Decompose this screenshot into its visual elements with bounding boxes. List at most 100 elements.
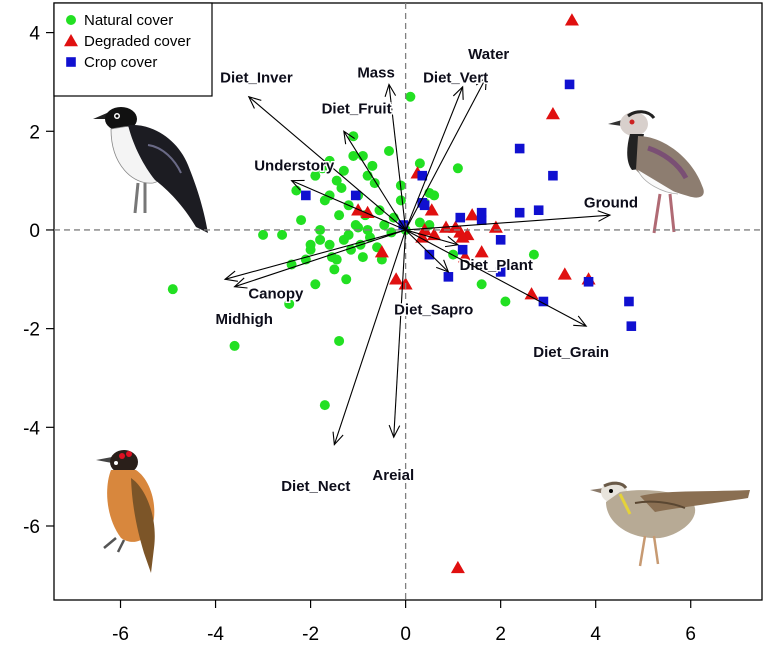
- data-point: [310, 279, 321, 290]
- data-point: [524, 287, 539, 300]
- data-point: [343, 229, 354, 240]
- series-square: [301, 79, 637, 331]
- vector-arrowhead: [290, 179, 305, 191]
- data-point: [389, 272, 404, 285]
- data-point: [452, 163, 463, 174]
- data-point: [334, 335, 345, 346]
- data-point: [429, 190, 440, 201]
- data-point: [229, 340, 240, 351]
- data-point: [495, 235, 506, 245]
- vector-label: Mass: [357, 64, 395, 81]
- data-point: [301, 190, 311, 201]
- data-point: [357, 252, 368, 263]
- legend-marker-square: [66, 57, 76, 67]
- legend-label: Degraded cover: [84, 33, 191, 50]
- data-point: [564, 79, 575, 90]
- data-point: [348, 150, 359, 161]
- vector-arrowhead: [332, 431, 344, 446]
- vector-line: [405, 86, 464, 231]
- data-point: [514, 143, 525, 154]
- legend-label: Crop cover: [84, 54, 157, 71]
- vector-line: [405, 214, 610, 231]
- data-point: [258, 229, 269, 240]
- data-point: [538, 296, 549, 307]
- vector-label: Understory: [254, 157, 335, 174]
- vector-diet-vert: Diet_Vert: [405, 68, 490, 231]
- vector-arrowhead: [384, 83, 397, 97]
- vector-label: Canopy: [248, 285, 304, 302]
- y-tick-label: -2: [23, 320, 40, 341]
- vector-diet-fruit: Diet_Fruit: [320, 99, 407, 231]
- vector-arrowhead: [388, 424, 401, 439]
- vector-line: [248, 96, 406, 231]
- data-point: [417, 170, 428, 181]
- x-tick-label: -2: [302, 624, 319, 645]
- y-tick-label: -4: [23, 418, 40, 439]
- data-point: [455, 212, 466, 223]
- x-tick-label: 2: [495, 624, 506, 645]
- vector-label: Diet_Fruit: [322, 101, 392, 118]
- x-tick-label: 4: [590, 624, 601, 645]
- data-point: [367, 160, 378, 171]
- vector-arrowhead: [247, 95, 262, 109]
- data-point: [341, 274, 352, 285]
- vector-arrowhead: [223, 270, 238, 282]
- vector-midhigh: Midhigh: [214, 229, 406, 330]
- vector-canopy: Canopy: [223, 229, 406, 304]
- data-point: [474, 245, 489, 258]
- x-tick-label: -4: [207, 624, 224, 645]
- data-point: [424, 203, 439, 216]
- data-point: [395, 195, 406, 206]
- vector-label: Water: [468, 46, 509, 63]
- vector-areial: Areial: [371, 229, 416, 486]
- vector-diet-nect: Diet_Nect: [280, 229, 407, 497]
- data-point: [383, 146, 394, 157]
- data-point: [500, 296, 511, 307]
- data-point: [329, 264, 340, 275]
- data-point: [626, 321, 637, 331]
- data-point: [379, 220, 390, 231]
- data-point: [417, 198, 428, 208]
- plot-frame: [53, 2, 763, 601]
- vector-arrowhead: [452, 85, 464, 100]
- vector-line: [291, 180, 406, 231]
- data-point: [331, 175, 342, 186]
- data-point: [315, 234, 326, 245]
- data-point: [624, 296, 634, 307]
- vector-arrowhead: [343, 130, 355, 145]
- vector-arrowhead: [475, 75, 488, 91]
- data-point: [277, 229, 288, 240]
- vector-understory: Understory: [253, 156, 406, 231]
- data-point: [424, 249, 435, 260]
- data-point: [305, 239, 316, 250]
- vector-diet-plant: Diet_Plant: [405, 229, 534, 275]
- bird-illustration-sparrow: [590, 481, 750, 567]
- data-point: [167, 284, 178, 295]
- data-point: [405, 91, 416, 102]
- data-point: [476, 279, 487, 290]
- data-point: [443, 272, 454, 282]
- y-tick-label: 4: [29, 24, 40, 45]
- data-point: [388, 212, 399, 223]
- data-point: [331, 254, 342, 265]
- bird-illustration-magpie-jay: [93, 107, 208, 233]
- data-point: [545, 107, 560, 120]
- y-tick-label: 2: [29, 122, 40, 143]
- vector-line: [393, 229, 407, 438]
- data-point: [415, 230, 430, 243]
- y-tick-label: -6: [23, 517, 40, 538]
- vector-label: Diet_Nect: [281, 478, 350, 495]
- data-point: [310, 170, 321, 181]
- vector-label: Diet_Grain: [533, 344, 609, 361]
- x-tick-label: -6: [112, 624, 129, 645]
- bird-illustration-lapwing: [608, 110, 704, 234]
- data-point: [414, 217, 425, 228]
- vector-line: [405, 76, 487, 231]
- data-point: [455, 230, 470, 243]
- data-point: [324, 239, 335, 250]
- vector-ground: Ground: [405, 193, 640, 231]
- vector-diet-grain: Diet_Grain: [405, 229, 611, 362]
- legend: Natural cover Degraded cover Crop cover: [53, 2, 213, 97]
- data-point: [414, 158, 425, 169]
